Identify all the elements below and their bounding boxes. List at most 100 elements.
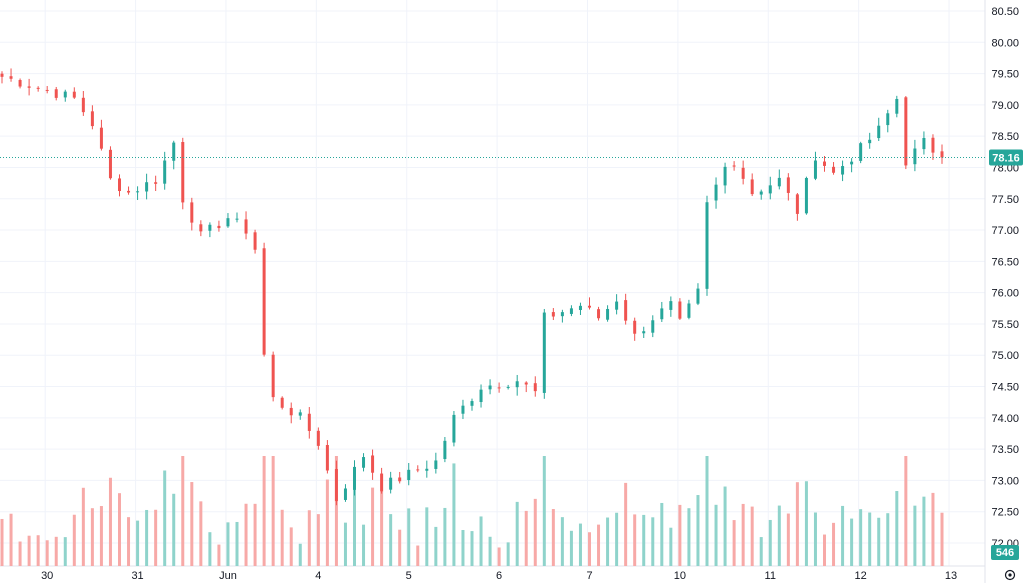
volume-bar xyxy=(859,509,863,566)
price-tick-label: 75.00 xyxy=(991,350,1019,362)
candle-body xyxy=(389,477,393,490)
volume-bar xyxy=(461,530,465,566)
price-tick-label: 75.50 xyxy=(991,319,1019,331)
candle-body xyxy=(714,184,718,201)
candle-body xyxy=(931,137,935,153)
price-tick-label: 78.00 xyxy=(991,162,1019,174)
volume-bar xyxy=(777,505,781,566)
price-tick-label: 73.00 xyxy=(991,475,1019,487)
volume-bar xyxy=(127,517,131,566)
volume-bar xyxy=(615,512,619,566)
candle-body xyxy=(705,202,709,289)
candle-body xyxy=(678,301,682,319)
candle-body xyxy=(54,89,58,98)
price-axis[interactable]: 72.0072.5073.0073.5074.0074.5075.0075.50… xyxy=(991,6,1019,550)
candle-body xyxy=(316,430,320,446)
volume-bar xyxy=(63,537,67,566)
volume-bar xyxy=(316,514,320,566)
volume-bar xyxy=(832,522,836,566)
volume-bar xyxy=(154,509,158,566)
gear-icon[interactable] xyxy=(1004,569,1016,581)
volume-bar xyxy=(669,527,673,566)
time-tick-label: 31 xyxy=(131,570,143,582)
volume-bar xyxy=(660,502,664,566)
volume-bar xyxy=(353,468,356,566)
candle-body xyxy=(262,248,266,355)
time-tick-label: 12 xyxy=(855,570,867,582)
volume-bar xyxy=(380,491,384,566)
volume-bar xyxy=(217,544,221,566)
price-tick-label: 74.00 xyxy=(991,413,1019,425)
candle-body xyxy=(560,312,564,317)
price-tick-label: 73.50 xyxy=(991,444,1019,456)
volume-bar xyxy=(506,542,510,566)
price-tick-label: 80.50 xyxy=(991,6,1019,18)
candle-body xyxy=(823,161,826,166)
candle-body xyxy=(533,383,537,392)
time-tick-label: 10 xyxy=(674,570,686,582)
candle-body xyxy=(841,166,845,175)
volume-bar xyxy=(624,482,628,566)
candle-body xyxy=(940,151,944,158)
volume-bar xyxy=(497,547,501,566)
volume-bar xyxy=(18,541,22,566)
volume-label: 546 xyxy=(996,547,1014,559)
volume-bars xyxy=(0,456,944,566)
candle-body xyxy=(380,473,384,492)
volume-bar xyxy=(54,536,58,566)
candle-body xyxy=(217,225,221,229)
last-price-badge-bg xyxy=(989,149,1023,166)
candle-body xyxy=(859,143,863,161)
price-tick-label: 80.00 xyxy=(991,37,1019,49)
candle-body xyxy=(407,469,411,481)
candle-body xyxy=(569,308,573,314)
candle-body xyxy=(190,202,194,223)
candle-body xyxy=(90,111,94,127)
volume-badge: 546 xyxy=(991,545,1019,560)
volume-bar xyxy=(813,512,817,566)
volume-bar xyxy=(45,540,49,566)
volume-bar xyxy=(172,493,176,566)
candle-body xyxy=(253,232,257,250)
volume-bar xyxy=(868,512,872,566)
candle-body xyxy=(542,312,546,393)
candle-body xyxy=(615,301,619,310)
volume-bar xyxy=(940,512,944,566)
candle-body xyxy=(524,382,528,385)
volume-bar xyxy=(886,513,890,566)
volume-bar xyxy=(208,532,212,566)
volume-bar xyxy=(569,530,573,566)
candle-body xyxy=(651,320,655,333)
candle-body xyxy=(289,407,293,416)
candle-body xyxy=(416,469,420,471)
volume-bar xyxy=(434,526,438,566)
volume-bar xyxy=(750,506,754,566)
candle-body xyxy=(307,413,311,431)
candle-body xyxy=(226,218,230,227)
time-tick-label: 13 xyxy=(945,570,957,582)
candle-body xyxy=(669,301,673,310)
candle-body xyxy=(551,312,555,317)
candle-body xyxy=(850,161,854,165)
candle-body xyxy=(181,142,185,203)
candle-body xyxy=(244,219,248,234)
time-tick-label: 4 xyxy=(315,570,321,582)
volume-bar xyxy=(533,498,537,566)
time-axis[interactable]: 30 31 Jun 4 5 6 7 10 11 12 13 xyxy=(41,570,957,582)
candle-body xyxy=(832,166,836,173)
candle-body xyxy=(208,224,212,231)
candle-body xyxy=(371,455,375,473)
volume-bar xyxy=(841,505,845,566)
candle-body xyxy=(877,125,881,139)
candle-body xyxy=(18,80,22,87)
volume-bar xyxy=(398,529,402,566)
candle-body xyxy=(63,91,67,98)
candle-body xyxy=(606,308,610,320)
volume-bar xyxy=(786,513,790,566)
volume-bar xyxy=(343,522,347,566)
time-tick-label: 6 xyxy=(496,570,502,582)
candles xyxy=(0,68,944,506)
volume-bar xyxy=(895,491,899,566)
